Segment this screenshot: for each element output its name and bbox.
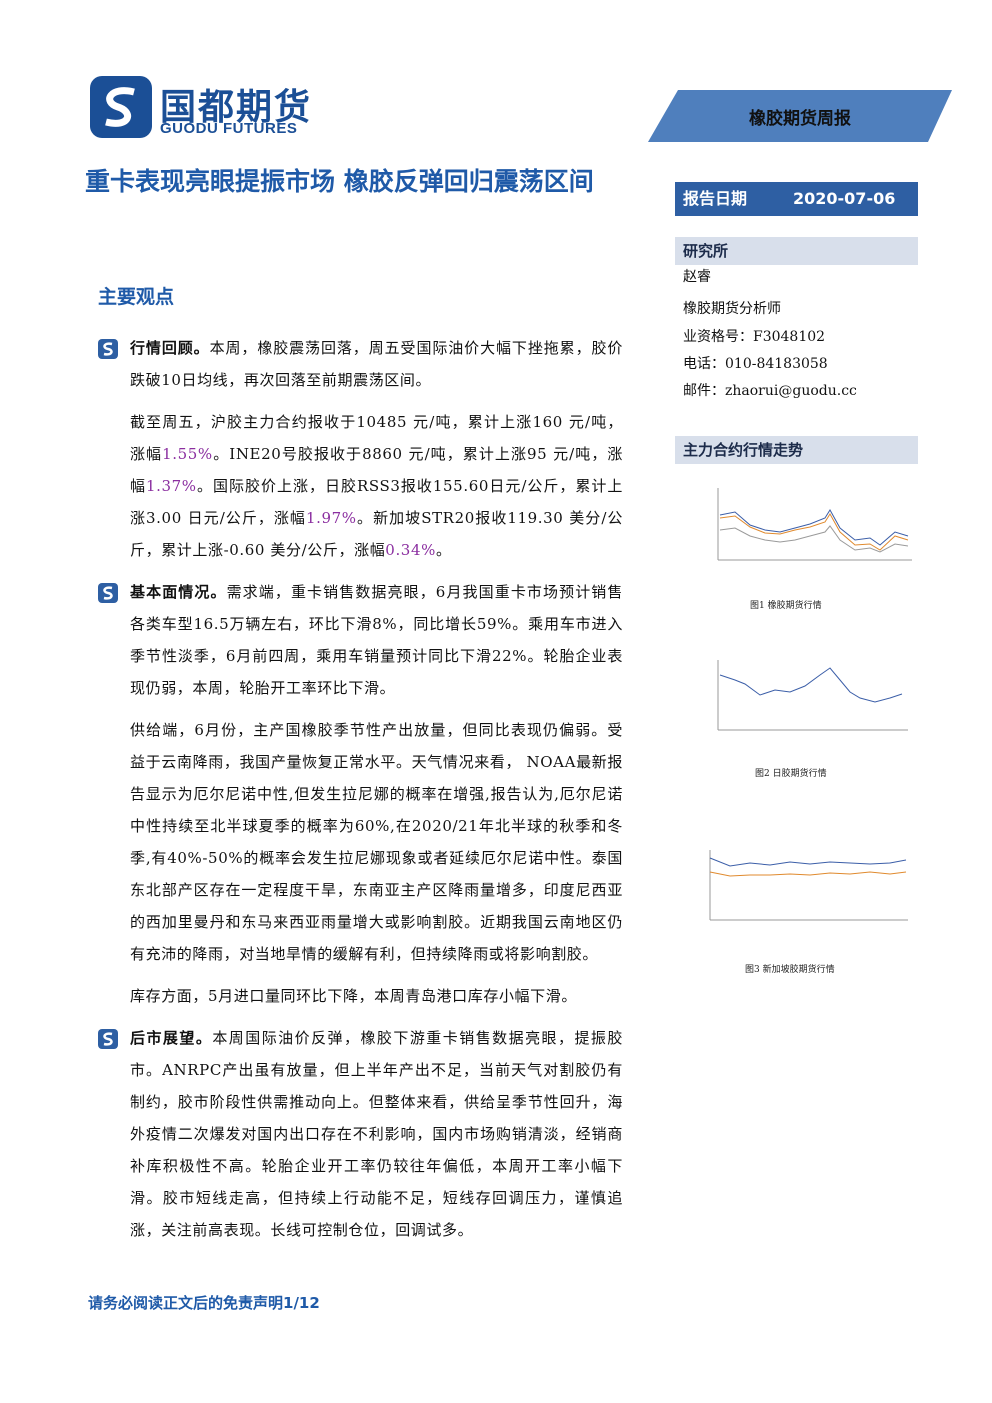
- highlight: 0.34%: [385, 541, 436, 559]
- highlight: 1.37%: [146, 477, 197, 495]
- logo-subtext: GUODU FUTURES: [160, 120, 298, 137]
- charts-title: 主力合约行情走势: [675, 436, 918, 464]
- text: 需求端，重卡销售数据亮眼，6月我国重卡市场预计销售各类车型16.5万辆左右，环比…: [130, 583, 623, 697]
- type-banner: [648, 90, 952, 142]
- institute: 研究所: [675, 237, 918, 265]
- highlight: 1.97%: [305, 509, 357, 527]
- main-column: 主要观点 行情回顾。本周，橡胶震荡回落，周五受国际油价大幅下挫拖累，胶价跌破10…: [98, 282, 623, 1256]
- paragraph: 库存方面，5月进口量同环比下降，本周青岛港口库存小幅下滑。: [130, 980, 623, 1012]
- section-title: 后市展望。: [130, 1029, 213, 1047]
- section: 行情回顾。本周，橡胶震荡回落，周五受国际油价大幅下挫拖累，胶价跌破10日均线，再…: [98, 332, 623, 566]
- section-heading: 主要观点: [98, 286, 175, 308]
- section-icon: [98, 583, 118, 607]
- text: 。国际胶价上涨，日胶RSS3报收155.60日元/公斤，累计上涨3.00 日元/…: [130, 477, 623, 527]
- paragraph: 行情回顾。本周，橡胶震荡回落，周五受国际油价大幅下挫拖累，胶价跌破10日均线，再…: [130, 332, 623, 396]
- logo-text: 国都期货: [160, 87, 313, 128]
- analyst-line: 电话：010-84183058: [683, 356, 828, 372]
- paragraph: 基本面情况。需求端，重卡销售数据亮眼，6月我国重卡市场预计销售各类车型16.5万…: [130, 576, 623, 704]
- report-title: 重卡表现亮眼提振市场 橡胶反弹回归震荡区间: [85, 167, 594, 196]
- analyst-line: 邮件：zhaorui@guodu.cc: [683, 383, 857, 399]
- chart-caption: 图2 日胶期货行情: [755, 769, 827, 779]
- section-icon: [98, 1029, 118, 1053]
- date-value: 2020-07-06: [793, 189, 896, 208]
- highlight: 1.55%: [162, 445, 213, 463]
- text: 。: [435, 541, 452, 559]
- report-date: 报告日期 2020-07-06: [675, 182, 918, 216]
- logo-mark: [90, 76, 152, 138]
- analyst-line: 业资格号：F3048102: [683, 329, 826, 345]
- text: 库存方面，5月进口量同环比下降，本周青岛港口库存小幅下滑。: [130, 987, 577, 1005]
- paragraph: 后市展望。本周国际油价反弹，橡胶下游重卡销售数据亮眼，提振胶市。ANRPC产出虽…: [130, 1022, 623, 1246]
- text: 。新加坡STR20报收119.30 美分/公斤，累计上涨-0.60 美分/公斤，…: [130, 509, 624, 559]
- report-type: 橡胶期货周报: [749, 109, 851, 129]
- analyst-line: 赵睿: [683, 269, 711, 285]
- mini-charts: [709, 488, 912, 921]
- analyst-line: 橡胶期货分析师: [683, 301, 781, 317]
- text: 。INE20号胶报收于8860 元/吨，累计上涨95 元/吨，涨幅: [130, 445, 624, 495]
- paragraph: 截至周五，沪胶主力合约报收于10485 元/吨，累计上涨160 元/吨，涨幅1.…: [130, 406, 623, 566]
- chart-caption: 图1 橡胶期货行情: [750, 601, 822, 611]
- date-label: 报告日期: [683, 189, 748, 208]
- sections: 行情回顾。本周，橡胶震荡回落，周五受国际油价大幅下挫拖累，胶价跌破10日均线，再…: [98, 332, 623, 1246]
- section: 后市展望。本周国际油价反弹，橡胶下游重卡销售数据亮眼，提振胶市。ANRPC产出虽…: [98, 1022, 623, 1246]
- paragraph: 供给端，6月份，主产国橡胶季节性产出放量，但同比表现仍偏弱。受益于云南降雨，我国…: [130, 714, 623, 970]
- section-icon: [98, 339, 118, 363]
- section-title: 基本面情况。: [130, 583, 227, 601]
- chart-caption: 图3 新加坡胶期货行情: [745, 965, 835, 975]
- text: 供给端，6月份，主产国橡胶季节性产出放量，但同比表现仍偏弱。受益于云南降雨，我国…: [130, 721, 623, 963]
- text: 本周，橡胶震荡回落，周五受国际油价大幅下挫拖累，胶价跌破10日均线，再次回落至前…: [130, 339, 623, 389]
- section: 基本面情况。需求端，重卡销售数据亮眼，6月我国重卡市场预计销售各类车型16.5万…: [98, 576, 623, 1012]
- text: 截至周五，沪胶主力合约报收于10485 元/吨，累计上涨160 元/吨，涨幅: [130, 413, 623, 463]
- section-title: 行情回顾。: [130, 339, 210, 357]
- footer: 请务必阅读正文后的免责声明1/12: [88, 1294, 320, 1312]
- text: 本周国际油价反弹，橡胶下游重卡销售数据亮眼，提振胶市。ANRPC产出虽有放量，但…: [130, 1029, 623, 1239]
